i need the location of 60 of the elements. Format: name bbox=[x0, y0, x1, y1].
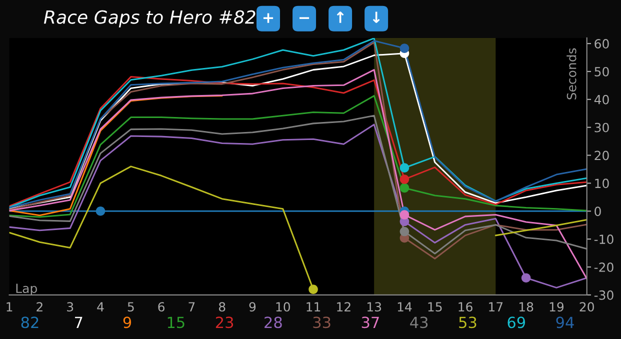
x-tick-label: 7 bbox=[188, 302, 195, 312]
text: 37 bbox=[362, 316, 379, 328]
y-axis-title: Seconds bbox=[566, 48, 576, 100]
text: + bbox=[263, 13, 274, 23]
x-tick-label: 4 bbox=[97, 302, 104, 312]
x-tick-label: 17 bbox=[489, 302, 503, 312]
line-series bbox=[9, 42, 587, 260]
point bbox=[96, 206, 106, 216]
chart-title: Race Gaps to Hero #82 bbox=[44, 10, 256, 28]
text: 9 bbox=[123, 316, 132, 328]
y-tick-label: 50 bbox=[594, 66, 609, 76]
y-tick-label: 10 bbox=[595, 178, 609, 188]
y-tick-label: 60 bbox=[594, 39, 609, 48]
y-tick-label: 40 bbox=[594, 94, 609, 104]
text: ↑ bbox=[336, 12, 344, 23]
x-tick-label: 11 bbox=[306, 302, 320, 312]
text: ↓ bbox=[372, 12, 380, 23]
x-tick-label: 1 bbox=[6, 302, 12, 312]
text: 33 bbox=[313, 316, 330, 328]
point bbox=[400, 44, 410, 53]
y-tick-label: 0 bbox=[594, 206, 601, 216]
point bbox=[400, 226, 410, 236]
x-tick-label: 12 bbox=[337, 302, 350, 312]
point bbox=[400, 183, 410, 193]
y-tick-label: 20 bbox=[594, 150, 609, 160]
y-tick-label: -20 bbox=[594, 262, 614, 272]
x-tick-label: 15 bbox=[428, 302, 442, 312]
x-tick-label: 6 bbox=[158, 302, 164, 312]
x-axis-title: Lap bbox=[16, 284, 37, 296]
point bbox=[521, 273, 531, 283]
x-tick-label: 14 bbox=[398, 302, 412, 312]
text: 43 bbox=[410, 316, 428, 328]
point bbox=[400, 163, 410, 173]
x-tick-label: 19 bbox=[550, 302, 564, 312]
text: 7 bbox=[75, 316, 82, 328]
text: − bbox=[300, 17, 310, 19]
point bbox=[308, 284, 318, 294]
text: 23 bbox=[216, 316, 234, 328]
text: 82 bbox=[21, 316, 38, 328]
y-tick-label: 30 bbox=[594, 122, 609, 132]
text: 28 bbox=[264, 316, 282, 328]
x-tick-label: 13 bbox=[367, 302, 382, 312]
text: 94 bbox=[556, 316, 574, 328]
line-series bbox=[9, 95, 223, 216]
point bbox=[400, 174, 410, 184]
x-tick-label: 18 bbox=[519, 302, 534, 312]
x-tick-label: 9 bbox=[249, 302, 256, 312]
x-tick-label: 8 bbox=[218, 302, 226, 312]
y-tick-label: -10 bbox=[594, 234, 614, 244]
x-tick-label: 16 bbox=[458, 302, 472, 312]
text: 53 bbox=[459, 316, 476, 328]
text: 15 bbox=[168, 316, 184, 328]
y-tick-label: -30 bbox=[594, 290, 614, 300]
x-tick-label: 20 bbox=[580, 302, 594, 312]
x-tick-label: 3 bbox=[67, 302, 74, 312]
point bbox=[400, 210, 410, 220]
text: 69 bbox=[508, 316, 526, 328]
x-tick-label: 2 bbox=[36, 302, 42, 312]
x-tick-label: 5 bbox=[128, 302, 134, 312]
x-tick-label: 10 bbox=[276, 302, 290, 312]
